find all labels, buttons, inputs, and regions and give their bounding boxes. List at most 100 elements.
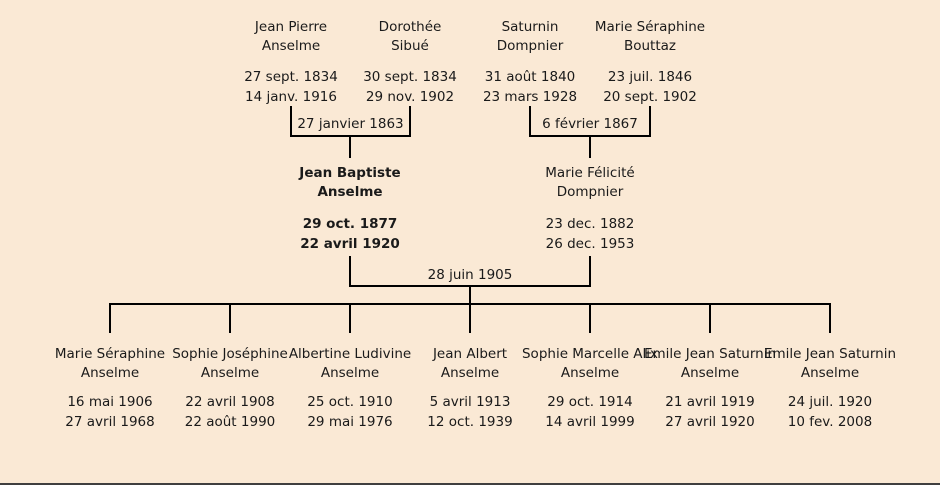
person-name: Albertine Ludivine Anselme [280,345,420,383]
person-death-date: 12 oct. 1939 [427,414,513,430]
person-last-name: Anselme [680,365,740,381]
person-birth-date: 29 oct. 1877 [302,216,398,232]
person-name: Marie Séraphine Bouttaz [570,18,730,56]
person-last-name: Anselme [440,365,500,381]
person-first-name: Sophie Joséphine [172,346,288,362]
person-dates: 23 dec. 1882 26 dec. 1953 [510,214,670,254]
person-name: Marie Séraphine Anselme [40,345,180,383]
person-node-child-6[interactable]: Emile Jean Saturnin Anselme 21 avril 191… [640,345,780,432]
person-first-name: Marie Séraphine [54,346,166,362]
person-name: Dorothée Sibué [330,18,490,56]
person-name: Sophie Joséphine Anselme [160,345,300,383]
person-death-date: 27 avril 1968 [65,414,155,430]
person-name: Jean Pierre Anselme [211,18,371,56]
connector-line [469,287,471,304]
connector-line [290,106,292,137]
person-dates: 24 juil. 1920 10 fev. 2008 [760,392,900,432]
connector-line [589,303,591,333]
connector-line [829,303,831,333]
person-last-name: Anselme [261,38,321,54]
person-death-date: 29 mai 1976 [307,414,393,430]
connector-line [529,135,651,137]
person-name: Marie Félicité Dompnier [510,164,670,202]
person-death-date: 29 nov. 1902 [365,89,455,105]
person-node-father[interactable]: Jean Baptiste Anselme 29 oct. 1877 22 av… [270,164,430,254]
person-death-date: 22 août 1990 [184,414,276,430]
connector-line [469,303,471,333]
connector-line [529,106,531,137]
person-dates: 30 sept. 1834 29 nov. 1902 [330,67,490,107]
person-node-grandfather-maternal[interactable]: Saturnin Dompnier 31 août 1840 23 mars 1… [450,18,610,107]
person-first-name: Saturnin [501,19,559,35]
connector-line [229,303,231,333]
connector-line [409,106,411,137]
person-node-child-5[interactable]: Sophie Marcelle Alix Anselme 29 oct. 191… [520,345,660,432]
connector-line [349,285,591,287]
connector-line [349,256,351,287]
person-first-name: Emile Jean Saturnin [763,346,897,362]
person-last-name: Anselme [320,365,380,381]
person-first-name: Emile Jean Saturnin [643,346,777,362]
person-dates: 29 oct. 1877 22 avril 1920 [270,214,430,254]
person-dates: 21 avril 1919 27 avril 1920 [640,392,780,432]
person-node-grandmother-maternal[interactable]: Marie Séraphine Bouttaz 23 juil. 1846 20… [570,18,730,107]
connector-line [349,303,351,333]
person-node-child-1[interactable]: Marie Séraphine Anselme 16 mai 1906 27 a… [40,345,180,432]
connector-line [589,137,591,158]
person-birth-date: 27 sept. 1834 [244,69,338,85]
marriage-date-label: 6 février 1867 [542,116,638,132]
person-dates: 31 août 1840 23 mars 1928 [450,67,610,107]
person-node-child-3[interactable]: Albertine Ludivine Anselme 25 oct. 1910 … [280,345,420,432]
person-node-child-7[interactable]: Emile Jean Saturnin Anselme 24 juil. 192… [760,345,900,432]
connector-line [649,106,651,137]
person-last-name: Anselme [317,184,383,200]
person-last-name: Dompnier [496,38,564,54]
person-death-date: 10 fev. 2008 [787,414,873,430]
person-death-date: 26 dec. 1953 [545,236,635,252]
person-last-name: Sibué [391,38,429,54]
person-node-child-2[interactable]: Sophie Joséphine Anselme 22 avril 1908 2… [160,345,300,432]
person-death-date: 23 mars 1928 [482,89,578,105]
person-node-grandfather-paternal[interactable]: Jean Pierre Anselme 27 sept. 1834 14 jan… [211,18,371,107]
person-dates: 5 avril 1913 12 oct. 1939 [400,392,540,432]
person-name: Saturnin Dompnier [450,18,610,56]
person-dates: 22 avril 1908 22 août 1990 [160,392,300,432]
person-last-name: Bouttaz [623,38,677,54]
person-death-date: 27 avril 1920 [665,414,755,430]
person-first-name: Marie Félicité [545,165,635,181]
person-first-name: Jean Baptiste [299,165,401,181]
person-node-mother[interactable]: Marie Félicité Dompnier 23 dec. 1882 26 … [510,164,670,254]
bottom-divider [0,483,940,485]
person-birth-date: 22 avril 1908 [185,394,275,410]
person-dates: 29 oct. 1914 14 avril 1999 [520,392,660,432]
person-dates: 16 mai 1906 27 avril 1968 [40,392,180,432]
person-name: Emile Jean Saturnin Anselme [640,345,780,383]
person-first-name: Albertine Ludivine [288,346,412,362]
person-last-name: Anselme [80,365,140,381]
person-first-name: Jean Pierre [254,19,328,35]
person-death-date: 22 avril 1920 [300,236,400,252]
person-birth-date: 24 juil. 1920 [787,394,873,410]
person-birth-date: 23 dec. 1882 [545,216,635,232]
person-last-name: Anselme [200,365,260,381]
person-node-grandmother-paternal[interactable]: Dorothée Sibué 30 sept. 1834 29 nov. 190… [330,18,490,107]
person-birth-date: 30 sept. 1834 [363,69,457,85]
person-first-name: Dorothée [378,19,442,35]
person-death-date: 14 avril 1999 [545,414,635,430]
connector-line [709,303,711,333]
person-last-name: Anselme [800,365,860,381]
connector-line [109,303,111,333]
marriage-date-label: 27 janvier 1863 [297,116,404,132]
person-birth-date: 29 oct. 1914 [547,394,633,410]
person-birth-date: 31 août 1840 [484,69,576,85]
person-name: Emile Jean Saturnin Anselme [760,345,900,383]
person-node-child-4[interactable]: Jean Albert Anselme 5 avril 1913 12 oct.… [400,345,540,432]
connector-line [349,137,351,158]
person-first-name: Marie Séraphine [594,19,706,35]
person-last-name: Dompnier [556,184,624,200]
person-death-date: 20 sept. 1902 [603,89,697,105]
person-dates: 23 juil. 1846 20 sept. 1902 [570,67,730,107]
connector-line [290,135,411,137]
person-name: Jean Albert Anselme [400,345,540,383]
